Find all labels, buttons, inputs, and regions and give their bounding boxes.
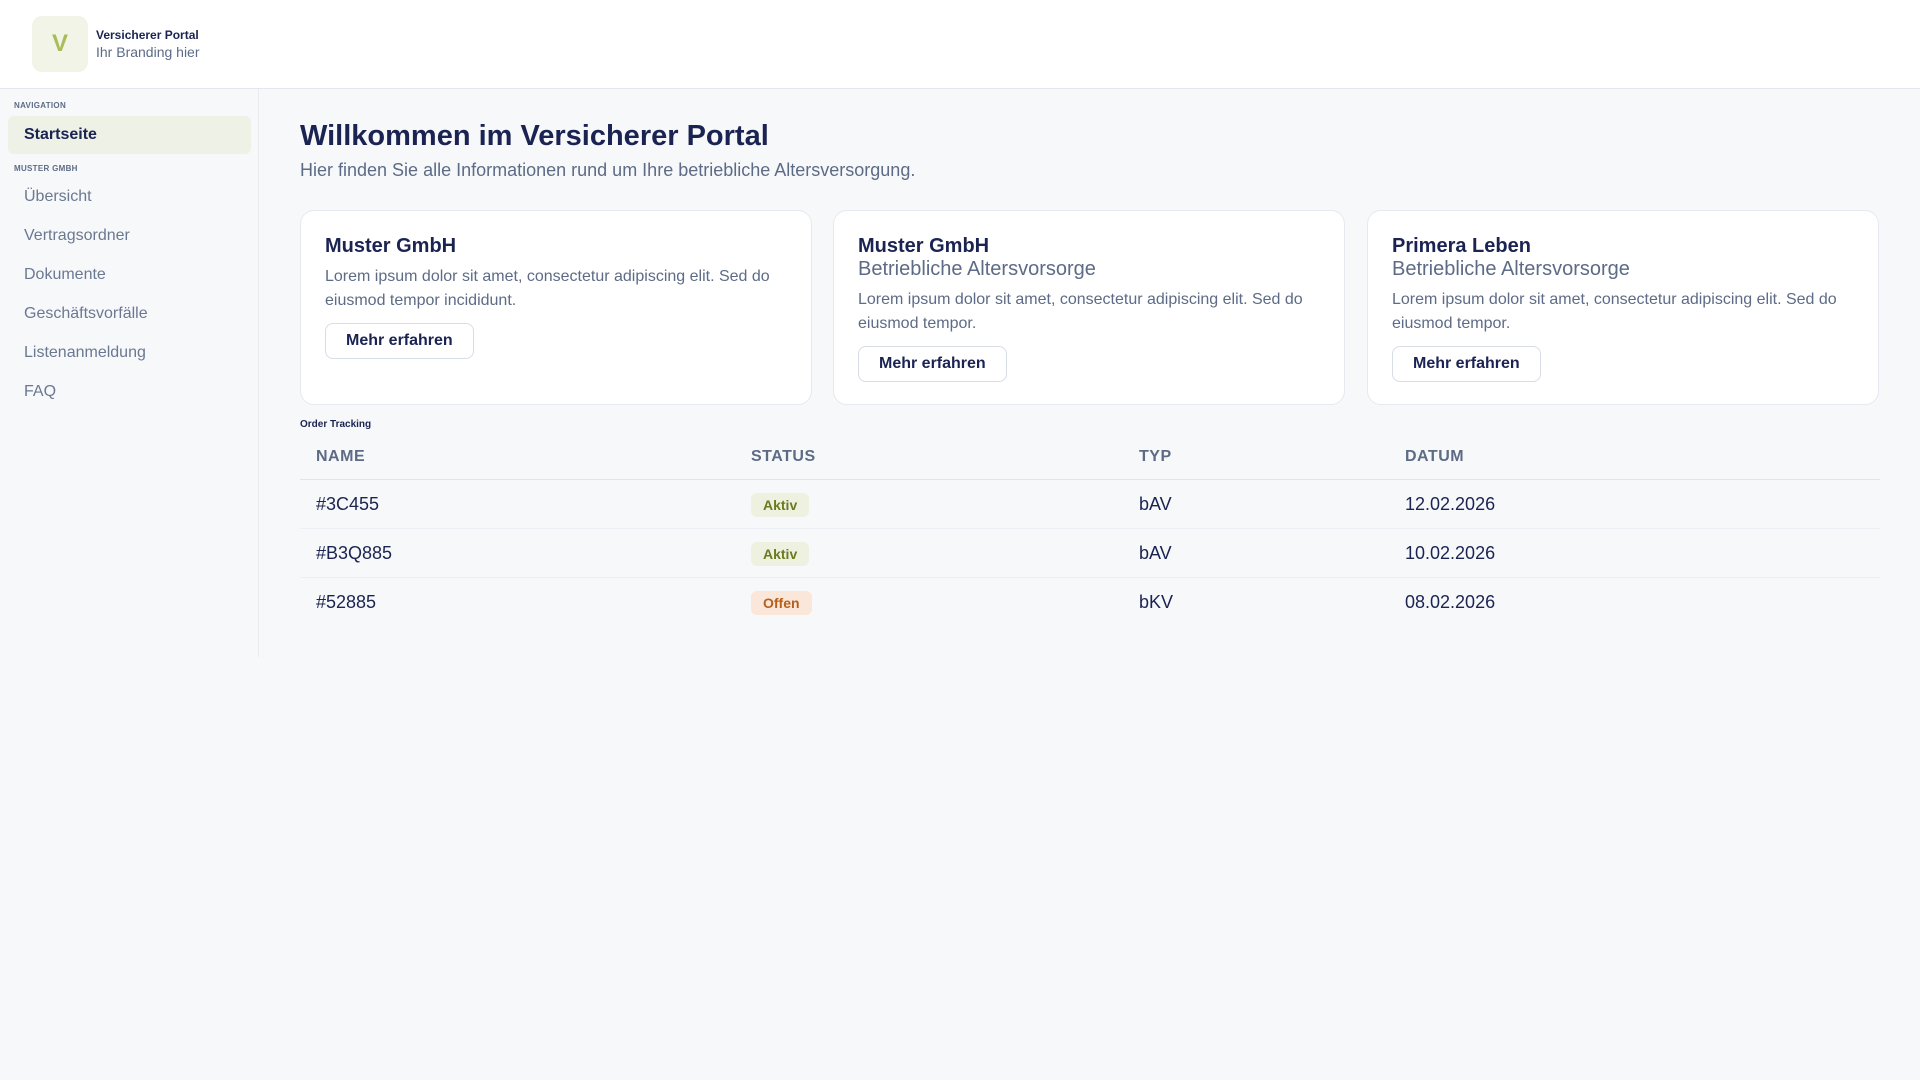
sidebar-item-uebersicht[interactable]: Übersicht xyxy=(24,188,92,205)
order-tracking-table: NAME STATUS TYP DATUM #3C455 Aktiv bAV 1… xyxy=(300,434,1880,627)
table-row[interactable]: #B3Q885 Aktiv bAV 10.02.2026 xyxy=(300,529,1880,578)
cell-name: #B3Q885 xyxy=(316,543,393,563)
cell-datum: 12.02.2026 xyxy=(1405,494,1496,514)
table-caption: Order Tracking xyxy=(300,419,372,430)
top-header-bar: V Versicherer Portal Ihr Branding hier xyxy=(0,0,1920,89)
sidebar-item-startseite[interactable]: Startseite xyxy=(8,116,251,154)
brand-subtitle: Ihr Branding hier xyxy=(96,44,200,60)
status-badge: Offen xyxy=(751,591,812,615)
card-text: Lorem ipsum dolor sit amet, consectetur … xyxy=(1392,291,1837,332)
sidebar-section-navigation: NAVIGATION xyxy=(14,101,67,110)
page-title: Willkommen im Versicherer Portal xyxy=(300,120,769,152)
mehr-erfahren-button[interactable]: Mehr erfahren xyxy=(325,323,474,359)
sidebar-item-vertragsordner[interactable]: Vertragsordner xyxy=(24,227,130,244)
card-text: Lorem ipsum dolor sit amet, consectetur … xyxy=(325,268,770,309)
brand-logo[interactable]: V xyxy=(32,16,88,72)
card-subtitle: Betriebliche Altersvorsorge xyxy=(858,258,1096,280)
column-header-typ[interactable]: TYP xyxy=(1139,448,1172,465)
table-row[interactable]: #52885 Offen bKV 08.02.2026 xyxy=(300,578,1880,627)
table-header-row: NAME STATUS TYP DATUM xyxy=(300,434,1880,480)
info-card: Muster GmbH Betriebliche Altersvorsorge … xyxy=(833,210,1345,405)
table-row[interactable]: #3C455 Aktiv bAV 12.02.2026 xyxy=(300,480,1880,529)
info-card: Primera Leben Betriebliche Altersvorsorg… xyxy=(1367,210,1879,405)
card-title: Primera Leben xyxy=(1392,235,1531,257)
sidebar: NAVIGATION Startseite MUSTER GMBH Übersi… xyxy=(0,89,259,657)
sidebar-item-dokumente[interactable]: Dokumente xyxy=(24,266,106,283)
info-card: Muster GmbH Lorem ipsum dolor sit amet, … xyxy=(300,210,812,405)
sidebar-section-company: MUSTER GMBH xyxy=(14,164,78,173)
brand-title: Versicherer Portal xyxy=(96,28,199,42)
page-subtitle: Hier finden Sie alle Informationen rund … xyxy=(300,160,916,180)
sidebar-item-faq[interactable]: FAQ xyxy=(24,383,57,400)
cell-datum: 10.02.2026 xyxy=(1405,543,1496,563)
cell-name: #3C455 xyxy=(316,494,380,514)
card-subtitle: Betriebliche Altersvorsorge xyxy=(1392,258,1630,280)
brand-logo-letter: V xyxy=(51,30,68,57)
card-text: Lorem ipsum dolor sit amet, consectetur … xyxy=(858,291,1303,332)
sidebar-item-listenanmeldung[interactable]: Listenanmeldung xyxy=(24,344,146,361)
cell-typ: bAV xyxy=(1139,494,1172,514)
column-header-datum[interactable]: DATUM xyxy=(1405,448,1465,465)
cell-datum: 08.02.2026 xyxy=(1405,592,1496,612)
mehr-erfahren-button[interactable]: Mehr erfahren xyxy=(858,346,1007,382)
status-badge: Aktiv xyxy=(751,542,810,566)
mehr-erfahren-button[interactable]: Mehr erfahren xyxy=(1392,346,1541,382)
cell-typ: bAV xyxy=(1139,543,1172,563)
column-header-status[interactable]: STATUS xyxy=(751,448,816,465)
card-title: Muster GmbH xyxy=(858,235,990,257)
card-title: Muster GmbH xyxy=(325,235,457,257)
cell-name: #52885 xyxy=(316,592,377,612)
status-badge: Aktiv xyxy=(751,493,810,517)
sidebar-item-geschaeftsvorfaelle[interactable]: Geschäftsvorfälle xyxy=(24,305,148,322)
column-header-name[interactable]: NAME xyxy=(316,448,366,465)
cell-typ: bKV xyxy=(1139,592,1174,612)
